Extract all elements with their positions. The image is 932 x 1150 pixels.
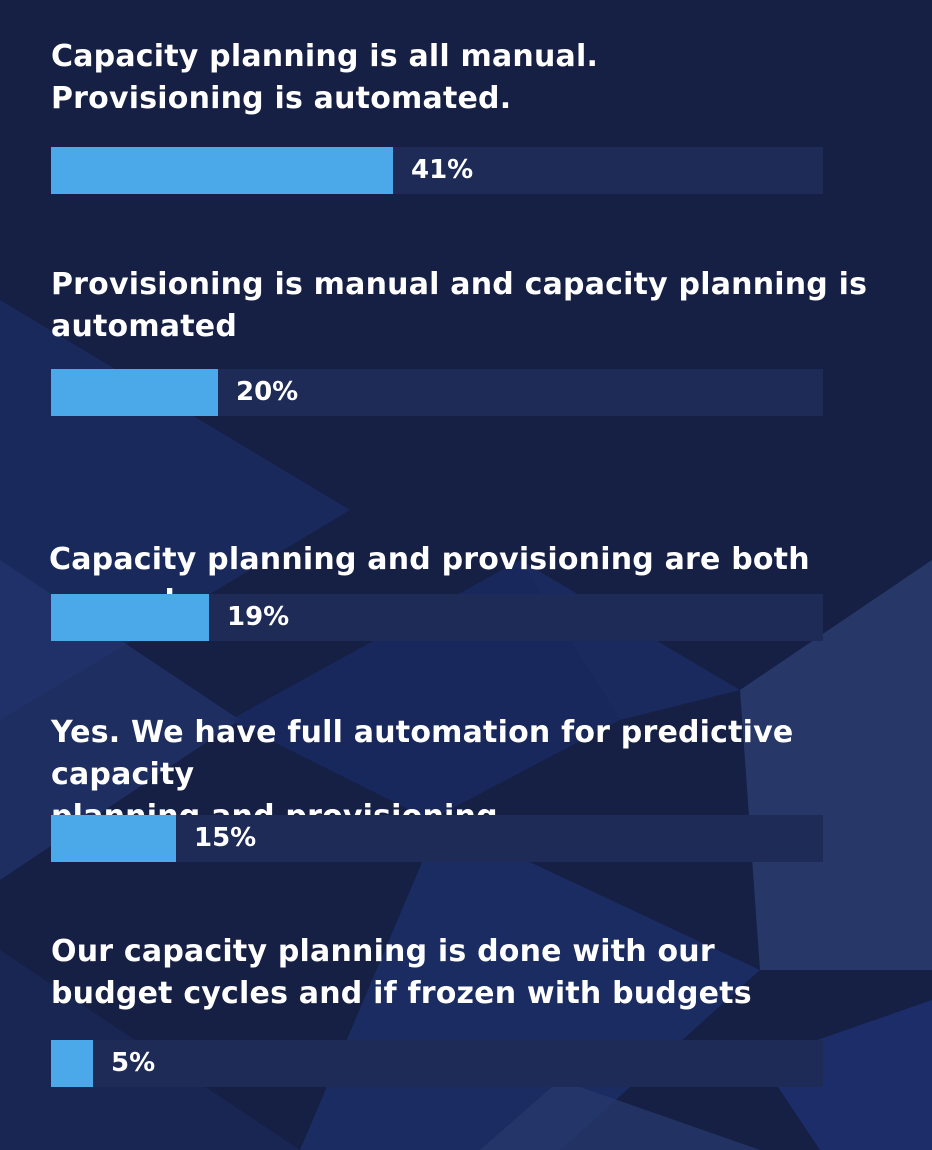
bar-track-1: 41%: [51, 147, 823, 194]
bar-2: [51, 369, 218, 416]
category-label-5: Our capacity planning is done with our b…: [51, 934, 752, 1011]
bar-track-5: 5%: [51, 1040, 823, 1087]
value-label-1: 41%: [411, 155, 474, 185]
bar-5: [51, 1040, 93, 1087]
bar-track-4: 15%: [51, 815, 823, 862]
category-label-1: Capacity planning is all manual. Provisi…: [51, 39, 599, 116]
value-label-5: 5%: [111, 1048, 156, 1078]
value-label-4: 15%: [194, 823, 257, 853]
bar-3: [51, 594, 209, 641]
bar-track-3: 19%: [51, 594, 823, 641]
value-label-3: 19%: [227, 602, 290, 632]
category-label-2: Provisioning is manual and capacity plan…: [51, 267, 868, 344]
bar-4: [51, 815, 176, 862]
bar-1: [51, 147, 393, 194]
bar-track-2: 20%: [51, 369, 823, 416]
value-label-2: 20%: [236, 377, 299, 407]
